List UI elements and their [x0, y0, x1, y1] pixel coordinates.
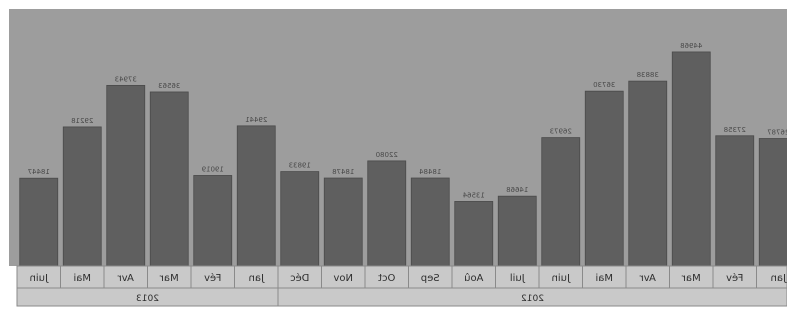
month-tick-label-7: Nov [333, 273, 353, 284]
bar-value-label-0: 18447 [28, 168, 50, 176]
bar-12 [541, 137, 581, 267]
month-tick-label-13: Mai [595, 273, 613, 284]
year-tick-label-0: 2013 [136, 294, 159, 304]
bars-layer [19, 51, 787, 267]
month-tick-label-2: Avr [117, 273, 134, 284]
bar-value-label-4: 19019 [202, 165, 224, 173]
bar-value-label-7: 18478 [332, 168, 354, 176]
month-tick-label-1: Mai [73, 273, 91, 284]
bar-value-label-2: 37943 [115, 75, 137, 83]
bar-5 [236, 125, 276, 267]
month-tick-label-14: Avr [639, 273, 656, 284]
bar-value-label-5: 29441 [245, 116, 267, 124]
bar-2 [106, 84, 146, 267]
month-tick-label-16: Fév [726, 272, 743, 284]
month-tick-label-8: Oct [378, 273, 395, 284]
bar-13 [584, 90, 624, 267]
month-axis-labels: Juin Mai Avr Mar Fév Jan Déc Nov Oct Sep Aoû Juil Ju… [16, 266, 787, 288]
month-tick-label-10: Aoû [464, 272, 483, 284]
bar-4 [193, 175, 233, 267]
bar-16 [715, 135, 755, 267]
month-tick-label-3: Mar [159, 273, 179, 284]
bar-9 [410, 177, 450, 267]
bar-7 [323, 177, 363, 267]
month-tick-label-11: Juil [510, 273, 526, 284]
month-tick-label-15: Mar [681, 273, 701, 284]
bar-6 [280, 171, 320, 267]
bar-10 [454, 201, 494, 267]
month-tick-label-4: Fév [204, 272, 221, 284]
bar-value-label-13: 36730 [593, 81, 615, 89]
month-tick-label-12: Juin [552, 273, 571, 284]
year-axis-band [16, 287, 787, 307]
bar-value-label-17: 26787 [767, 128, 787, 136]
bar-value-label-16: 27358 [724, 126, 746, 134]
bar-value-label-12: 26973 [550, 128, 572, 136]
month-tick-label-0: Juin [30, 273, 49, 284]
bar-value-label-6: 19833 [289, 162, 311, 170]
bar-1 [62, 126, 102, 267]
bar-0 [19, 177, 59, 267]
month-tick-label-6: Déc [290, 272, 309, 284]
year-axis-labels: 2013 2012 [136, 288, 544, 306]
bar-value-label-8: 22080 [376, 151, 398, 159]
bar-11 [497, 195, 537, 267]
bar-value-label-10: 13564 [462, 191, 485, 199]
bar-14 [628, 80, 668, 267]
month-tick-label-9: Sep [421, 273, 440, 284]
bar-value-label-15: 44968 [680, 42, 702, 50]
year-tick-label-1: 2012 [521, 294, 544, 304]
bar-15 [671, 51, 711, 267]
bar-value-label-1: 29218 [71, 117, 93, 125]
bar-17 [758, 138, 787, 267]
month-tick-label-5: Jan [249, 273, 265, 284]
value-labels-layer: 18447 29218 37943 36563 19019 29441 19833 18478… [28, 42, 787, 199]
bar-value-label-11: 14668 [506, 186, 528, 194]
bar-value-label-3: 36563 [158, 82, 180, 90]
bar-3 [149, 91, 189, 267]
month-tick-label-17: Jan [771, 273, 787, 284]
bar-value-label-14: 38838 [637, 71, 659, 79]
bar-8 [367, 160, 407, 267]
bar-value-label-9: 18484 [419, 168, 442, 176]
